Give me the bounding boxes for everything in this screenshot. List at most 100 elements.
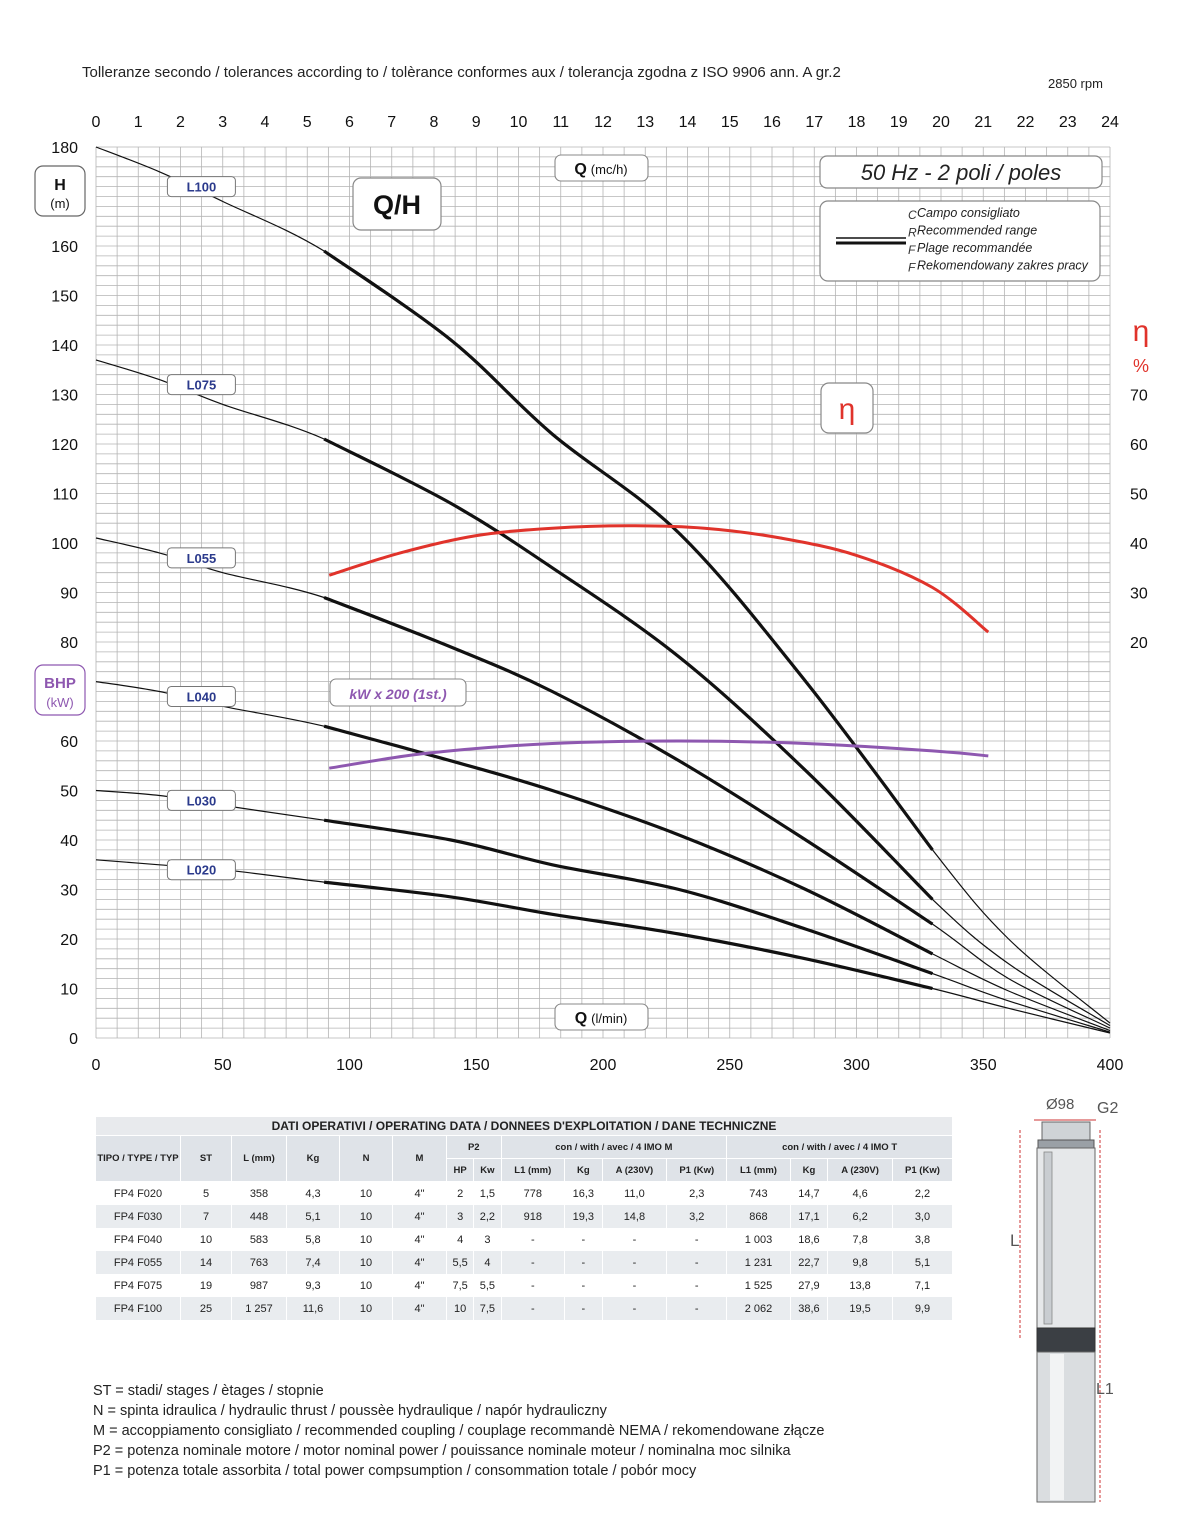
q-top-unit: (mc/h) [591,162,628,177]
table-cell: 778 [500,1181,566,1205]
series-label-box [166,789,236,811]
head-curve-recommended-l020 [323,880,933,991]
x-top-tick-label: 18 [848,114,866,131]
series-label: L075 [187,378,217,393]
note-n: N = spinta idraulica / hydraulic thrust … [93,1403,607,1419]
y-tick-label: 30 [60,883,78,900]
table-cell: 3,2 [666,1205,728,1228]
table-cell: - [564,1297,603,1320]
table-cell: 27,9 [789,1274,829,1297]
h-axis-unit: (m) [50,196,70,211]
eta-tick-label: 70 [1130,388,1148,405]
note-p1: P1 = potenza totale assorbita / total po… [93,1463,697,1479]
table-cell: 5 [180,1181,232,1205]
x-top-tick-label: 7 [387,114,396,131]
q-bottom-box [554,1003,649,1031]
table-cell: - [601,1297,668,1320]
table-cell: 10 [339,1205,393,1228]
table-cell: 2 062 [726,1297,791,1320]
x-top-tick-label: 13 [636,114,654,131]
table-cell: 14,8 [601,1205,668,1228]
eta-tick-label: 50 [1130,487,1148,504]
x-top-tick-label: 21 [974,114,992,131]
table-row: FP4 F100 25 1 257 11,6 10 4" 10 7,5- - - -2 062 38,… [95,1297,954,1320]
table-cell: 1 231 [726,1251,791,1274]
table-cell: 4 [473,1251,502,1274]
table-cell: 4" [392,1228,447,1251]
pump-motor-highlight [1050,1354,1064,1500]
series-label-box [166,374,236,396]
y-tick-label: 0 [69,1031,78,1048]
table-cell: 2,2 [891,1181,954,1205]
y-tick-label: 130 [51,388,78,405]
th-m: M [392,1135,447,1182]
table-cell: 11,6 [286,1297,340,1320]
table-cell: - [601,1228,668,1251]
q-top-label: Q (mc/h) [574,161,627,178]
bhp-axis-unit: (kW) [46,695,73,710]
table-cell: 4" [392,1251,447,1274]
note-p2: P2 = potenza nominale motore / motor nom… [93,1443,791,1459]
table-cell: 10 [180,1228,232,1251]
table-cell: FP4 F040 [95,1228,181,1251]
th-group-m: con / with / avec / 4 IMO M [500,1135,728,1159]
head-curve-recommended-l030 [323,818,934,976]
table-cell: 4" [392,1205,447,1228]
th-kg-m: Kg [564,1158,603,1182]
table-cell: 4" [392,1297,447,1320]
y-tick-label: 140 [51,338,78,355]
eta-tick-label: 60 [1130,437,1148,454]
table-cell: 10 [339,1181,393,1205]
th-group-t: con / with / avec / 4 IMO T [726,1135,953,1159]
x-top-tick-label: 19 [890,114,908,131]
frequency-box [819,155,1103,189]
x-top-tick-label: 5 [303,114,312,131]
y-tick-label: 120 [51,437,78,454]
table-cell: 9,9 [891,1297,954,1320]
note-m: M = accoppiamento consigliato / recommen… [93,1423,825,1439]
th-kg-t: Kg [789,1158,829,1182]
pump-cable-guard [1043,1151,1053,1325]
table-cell: 918 [500,1205,566,1228]
x-top-tick-label: 1 [134,114,143,131]
q-bottom-unit: (l/min) [591,1011,627,1026]
legend-line: Plage recommandée [917,241,1032,255]
table-cell: 7,5 [445,1274,475,1297]
x-top-tick-label: 6 [345,114,354,131]
table-cell: 18,6 [789,1228,829,1251]
th-type: TIPO / TYPE / TYP [95,1135,181,1182]
x-top-tick-label: 2 [176,114,185,131]
eta-tick-label: 20 [1130,635,1148,652]
table-cell: 7,5 [473,1297,502,1320]
x-top-tick-label: 12 [594,114,612,131]
table-cell: - [500,1251,566,1274]
note-st: ST = stadi/ stages / ètages / stopnie [93,1383,324,1399]
pump-thread-label: G2 [1097,1100,1118,1117]
table-cell: 1 003 [726,1228,791,1251]
q-bottom-label: Q (l/min) [575,1010,628,1027]
pump-performance-chart: 0102030405060708090100110120130140150160… [34,114,1149,1074]
table-cell: 583 [231,1228,287,1251]
th-kg: Kg [286,1135,340,1182]
legend-prefix: C [908,208,917,222]
table-cell: 1,5 [473,1181,502,1205]
y-tick-label: 150 [51,289,78,306]
table-cell: 16,3 [564,1181,603,1205]
legend-prefix: F [908,261,916,275]
th-st: ST [180,1135,232,1182]
table-cell: 9,8 [827,1251,893,1274]
x-bottom-tick-label: 250 [716,1057,743,1074]
head-curve-recommended-l055 [323,596,934,926]
efficiency-curve [328,524,990,634]
table-cell: 5,5 [473,1274,502,1297]
x-top-tick-label: 10 [510,114,528,131]
y-tick-label: 160 [51,239,78,256]
table-cell: 1 257 [231,1297,287,1320]
table-cell: 5,5 [445,1251,475,1274]
table-cell: 19,5 [827,1297,893,1320]
table-cell: 4 [445,1228,475,1251]
table-cell: 448 [231,1205,287,1228]
head-curve-recommended-l100 [323,249,934,851]
series-label-box [166,859,236,881]
